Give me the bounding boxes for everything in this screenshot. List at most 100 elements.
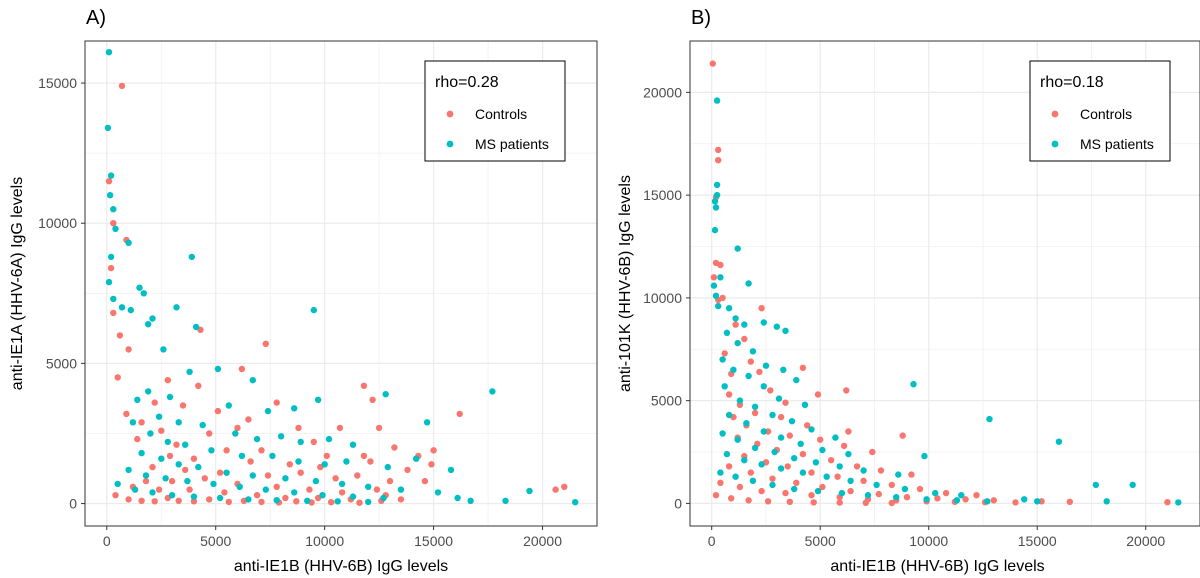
data-point — [916, 485, 924, 493]
data-point — [717, 469, 724, 476]
panel-label: B) — [691, 7, 711, 29]
data-point — [1129, 481, 1136, 489]
data-point — [715, 146, 722, 154]
data-point — [138, 497, 145, 504]
panel-a: 0 5000 10000 15000 20000 0 5000 10000 15000 anti-… — [9, 7, 598, 575]
data-point — [725, 391, 733, 398]
x-tick-label: 15000 — [414, 533, 453, 549]
data-point — [110, 295, 117, 303]
data-point — [467, 497, 474, 504]
data-point — [751, 409, 759, 417]
data-point — [747, 469, 754, 476]
data-point — [838, 489, 846, 497]
data-point — [232, 430, 239, 437]
data-point — [1020, 496, 1028, 503]
data-point — [110, 206, 117, 213]
data-point — [715, 302, 722, 310]
data-point — [114, 480, 121, 488]
data-point — [799, 469, 807, 476]
data-point — [149, 463, 156, 471]
data-point — [934, 495, 941, 502]
data-point — [238, 452, 246, 460]
x-axis-title: anti-IE1B (HHV-6B) IgG levels — [830, 558, 1044, 575]
data-point — [158, 455, 165, 462]
data-point — [827, 457, 835, 464]
data-point — [869, 448, 876, 456]
x-axis-title: anti-IE1B (HHV-6B) IgG levels — [234, 558, 448, 575]
data-point — [249, 472, 256, 479]
data-point — [723, 329, 731, 336]
data-point — [245, 416, 252, 423]
data-point — [277, 433, 285, 440]
data-point — [819, 483, 826, 491]
data-point — [236, 483, 243, 490]
data-point — [258, 447, 265, 454]
data-point — [234, 424, 241, 432]
data-point — [375, 424, 383, 432]
data-point — [1066, 498, 1074, 505]
data-point — [773, 323, 780, 330]
data-point — [932, 489, 939, 497]
data-point — [741, 321, 748, 328]
data-point — [158, 427, 165, 434]
data-point — [526, 487, 533, 495]
y-tick-label: 15000 — [643, 187, 682, 203]
legend-label-ms-patients: MS patients — [1080, 136, 1154, 152]
data-point — [447, 466, 455, 474]
x-tick-label: 5000 — [805, 533, 836, 549]
data-point — [118, 82, 126, 90]
data-point — [173, 441, 180, 448]
data-point — [253, 492, 261, 499]
data-point — [810, 499, 817, 506]
data-point — [780, 366, 787, 373]
data-point — [758, 487, 765, 495]
data-point — [745, 372, 752, 380]
data-point — [162, 475, 169, 482]
data-point — [168, 477, 176, 485]
data-point — [164, 438, 171, 446]
data-point — [166, 452, 174, 460]
data-point — [310, 438, 317, 446]
data-point — [921, 452, 928, 460]
y-axis-title: anti-101K (HHV-6B) IgG levels — [617, 175, 634, 392]
data-point — [836, 499, 843, 506]
data-point — [131, 486, 139, 493]
data-point — [184, 477, 191, 485]
data-point — [893, 494, 900, 501]
data-point — [715, 157, 722, 164]
data-point — [147, 430, 154, 437]
data-point — [247, 458, 254, 465]
data-point — [413, 455, 420, 462]
data-point — [195, 382, 202, 389]
data-point — [860, 477, 867, 484]
data-point — [786, 498, 793, 505]
data-point — [771, 448, 778, 456]
data-point — [758, 461, 765, 468]
data-point — [760, 319, 767, 326]
data-point — [749, 348, 757, 355]
data-point — [760, 383, 767, 390]
data-point — [808, 426, 815, 433]
data-point — [223, 469, 230, 476]
data-point — [734, 245, 741, 252]
data-point — [777, 434, 785, 441]
data-point — [214, 365, 222, 373]
data-point — [192, 323, 200, 331]
data-point — [369, 396, 376, 403]
data-point — [775, 395, 783, 402]
data-point — [105, 178, 113, 185]
data-point — [134, 435, 141, 443]
data-point — [208, 447, 215, 454]
data-point — [899, 432, 906, 439]
data-point — [249, 377, 256, 384]
data-point — [338, 489, 346, 496]
data-point — [901, 485, 909, 493]
data-point — [819, 446, 826, 454]
data-point — [145, 388, 152, 395]
data-point — [986, 415, 993, 423]
data-point — [725, 411, 733, 419]
data-point — [365, 498, 372, 506]
data-point — [1038, 498, 1045, 505]
data-point — [373, 486, 381, 493]
data-point — [962, 496, 969, 503]
